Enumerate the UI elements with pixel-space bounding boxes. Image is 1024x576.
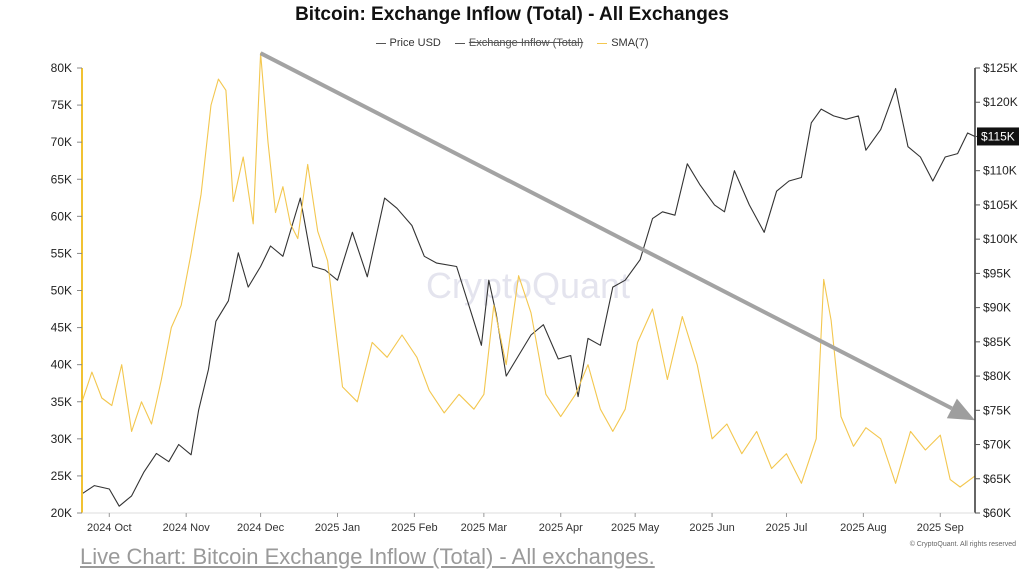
y-left-tick-label: 60K [51,209,72,223]
y-left-tick-label: 65K [51,172,72,186]
y-left-tick-label: 45K [51,321,72,335]
y-right-tick-label: $105K [983,198,1018,212]
legend-label-price: Price USD [389,37,441,49]
watermark-layer: CryptoQuant [426,265,630,306]
y-right-tick-label: $110K [983,164,1017,178]
axes-layer: 20K 25K 30K 35K 40K 45K 50K 55K 60K 65K 70K 75K 80K $… [51,61,1019,534]
legend-label-sma7: SMA(7) [611,37,649,49]
y-right-tick-label: $65K [983,472,1011,486]
sma7-line [81,52,976,488]
y-right-tick-label: $60K [983,506,1011,520]
x-tick-label: 2025 Feb [391,522,437,534]
x-tick-label: 2025 Aug [840,522,887,534]
y-left-tick-label: 80K [51,61,72,75]
y-left-tick-label: 35K [51,395,72,409]
x-tick-label: 2025 Mar [461,522,508,534]
x-tick-label: 2024 Dec [237,522,285,534]
y-left-tick-label: 25K [51,469,72,483]
chart-title: Bitcoin: Exchange Inflow (Total) - All E… [295,4,729,25]
legend-item-sma7[interactable]: SMA(7) [597,37,648,49]
price-usd-line [81,87,976,507]
legend-label-exchange-inflow: Exchange Inflow (Total) [468,37,584,49]
y-right-tick-label: $100K [983,232,1018,246]
series-layer [81,52,976,507]
current-price-badge [977,127,1019,146]
y-right-tick-label: $80K [983,369,1011,383]
y-left-tick-label: 70K [51,135,72,149]
y-right-tick-label: $120K [983,95,1018,109]
x-tick-label: 2025 Jun [689,522,734,534]
y-left-tick-label: 30K [51,432,72,446]
x-tick-label: 2025 Jan [315,522,360,534]
y-left-tick-label: 55K [51,246,72,260]
legend-item-price[interactable]: Price USD [375,37,441,49]
current-price-label: $115K [981,129,1015,143]
x-tick-label: 2024 Nov [163,522,211,534]
y-left-tick-label: 20K [51,506,72,520]
x-tick-label: 2025 Apr [539,522,583,534]
y-right-tick-label: $125K [983,61,1018,75]
trend-arrow-layer [259,51,975,421]
y-left-tick-label: 50K [51,284,72,298]
y-right-tick-label: $85K [983,335,1011,349]
y-right-tick-label: $70K [983,438,1011,452]
legend-swatch-sma7 [597,42,608,44]
copyright-text: © CryptoQuant. All rights reserved [909,541,1016,548]
x-tick-label: 2025 May [611,522,660,534]
x-tick-label: 2025 Sep [917,522,964,534]
y-left-tick-label: 40K [51,358,72,372]
legend-item-exchange-inflow[interactable]: Exchange Inflow (Total) [454,37,584,49]
x-tick-label: 2025 Jul [766,522,808,534]
watermark-text: CryptoQuant [426,265,630,306]
legend-swatch-exchange-inflow [454,42,465,44]
trend-arrow-line [259,51,953,411]
legend-swatch-price [375,42,386,44]
trend-arrow-head [946,398,975,421]
live-chart-link[interactable]: Live Chart: Bitcoin Exchange Inflow (Tot… [80,544,655,569]
y-right-tick-label: $95K [983,266,1011,280]
x-tick-label: 2024 Oct [87,522,132,534]
y-left-tick-label: 75K [51,98,72,112]
chart-legend: Price USD Exchange Inflow (Total) SMA(7) [0,37,1024,49]
y-right-tick-label: $75K [983,403,1011,417]
y-right-tick-label: $90K [983,301,1011,315]
